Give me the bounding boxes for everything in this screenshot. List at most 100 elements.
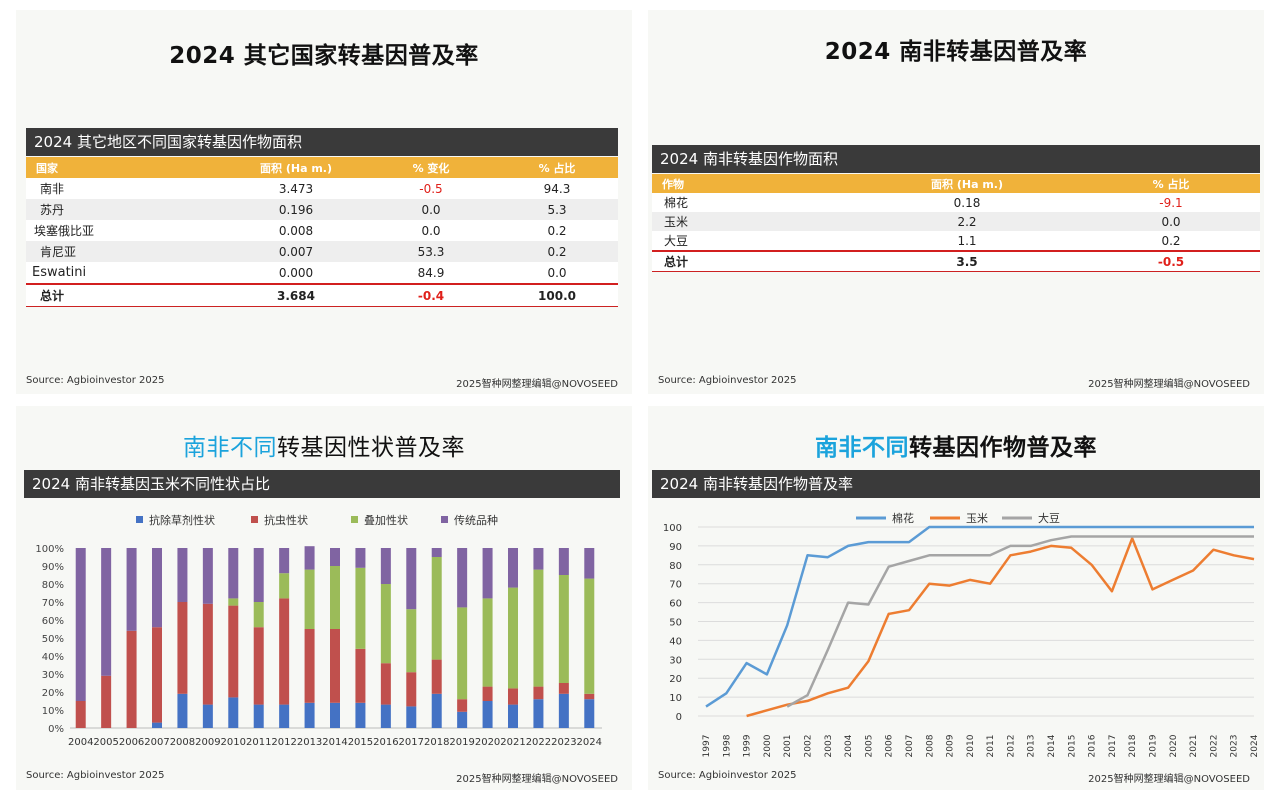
x-tick-label: 2023	[1230, 735, 1240, 758]
bar-segment	[508, 688, 518, 705]
bar-segment	[177, 693, 188, 728]
bar-segment	[431, 548, 442, 557]
total-area: 3.684	[226, 283, 366, 307]
area-value: 0.007	[226, 241, 366, 262]
share-value: 0.2	[496, 241, 618, 262]
panel3-title-highlight: 南非不同	[183, 435, 277, 461]
x-tick-label: 2020	[1169, 734, 1179, 757]
y-tick-label: 0	[676, 712, 682, 723]
x-tick-label: 2024	[1250, 734, 1260, 757]
bar-segment	[330, 548, 340, 566]
y-tick-label: 50	[669, 618, 682, 629]
crop-adoption-line-chart: 棉花 玉米 大豆 0 10 20 30 40 50 60 70 80 90 100 1997 1998 1999…	[663, 511, 1260, 758]
col-crop: 作物	[652, 174, 852, 193]
legend-swatch	[136, 516, 143, 523]
total-label: 总计	[26, 283, 226, 307]
countries-table: 国家 面积 (Ha m.) % 变化 % 占比 南非 3.473 -0.5 94…	[26, 157, 618, 307]
legend-label: 大豆	[1038, 511, 1060, 525]
y-tick-label: 80	[669, 561, 682, 572]
x-tick-label: 2008	[170, 737, 195, 748]
y-tick-label: 50%	[42, 634, 64, 645]
area-value: 0.196	[226, 199, 366, 220]
bar-segment	[355, 567, 366, 649]
y-tick-label: 40%	[42, 652, 64, 663]
y-tick-label: 20%	[42, 688, 64, 699]
x-tick-label: 2015	[348, 737, 373, 748]
x-tick-label: 2019	[1149, 734, 1159, 757]
bar-segment	[177, 548, 188, 602]
share-value: 0.2	[1082, 231, 1260, 251]
credit-note: 2025智种网整理编辑@NOVOSEED	[456, 774, 618, 785]
x-tick-label: 2022	[1209, 735, 1219, 758]
share-value: 94.3	[496, 178, 618, 199]
y-tick-label: 30	[669, 655, 682, 666]
x-tick-label: 2007	[144, 737, 169, 748]
bar-segment	[380, 548, 391, 584]
table-row: 玉米 2.2 0.0	[652, 212, 1260, 231]
bar-segment	[202, 548, 213, 604]
bar-segment	[330, 702, 340, 728]
bar-segment	[228, 697, 239, 728]
y-tick-label: 0%	[48, 724, 64, 735]
area-value: 3.473	[226, 178, 366, 199]
col-change: % 变化	[366, 157, 496, 178]
panel3-title-rest: 转基因性状普及率	[277, 435, 465, 461]
x-tick-label: 2005	[93, 737, 118, 748]
bar-segment	[558, 683, 569, 694]
y-tick-label: 100	[663, 523, 682, 534]
area-value: 0.000	[226, 262, 366, 284]
bar-segment	[126, 548, 137, 631]
total-share: -0.5	[1082, 250, 1260, 272]
source-note: Source: Agbioinvestor 2025	[26, 375, 165, 386]
x-tick-label: 2020	[475, 737, 500, 748]
share-value: 0.0	[496, 262, 618, 284]
share-value: -9.1	[1082, 193, 1260, 212]
bar-segment	[101, 675, 112, 728]
x-tick-label: 2012	[271, 737, 296, 748]
bar-segment	[457, 711, 468, 728]
bar-segment	[406, 609, 417, 673]
x-tick-label: 2012	[1006, 735, 1016, 758]
x-tick-label: 2010	[221, 737, 246, 748]
x-tick-label: 1997	[702, 735, 712, 758]
x-tick-label: 2001	[783, 735, 793, 758]
panel3-title: 南非不同转基因性状普及率	[16, 428, 632, 462]
area-value: 2.2	[852, 212, 1082, 231]
change-value: 53.3	[366, 241, 496, 262]
table-row: 肯尼亚 0.007 53.3 0.2	[26, 241, 618, 262]
y-tick-label: 70	[669, 580, 682, 591]
col-country: 国家	[26, 157, 226, 178]
x-tick-label: 2023	[551, 737, 576, 748]
bar-segment	[508, 587, 518, 689]
bar-segment	[533, 569, 544, 687]
y-tick-label: 80%	[42, 580, 64, 591]
country-name: 埃塞俄比亚	[26, 220, 226, 241]
x-tick-label: 2004	[68, 737, 93, 748]
bar-segment	[152, 627, 162, 723]
bar-segment	[355, 648, 366, 703]
bar-segment	[457, 607, 468, 700]
panel-south-africa: 2024 南非转基因普及率 2024 南非转基因作物面积 作物 面积 (Ha m…	[648, 10, 1264, 394]
bar-segment	[406, 548, 417, 610]
crop-name: 棉花	[652, 193, 852, 212]
total-share: 100.0	[496, 283, 618, 307]
x-tick-label: 2003	[824, 735, 834, 758]
credit-note: 2025智种网整理编辑@NOVOSEED	[1088, 379, 1250, 390]
series-line-cotton	[705, 525, 1254, 708]
series-line-soy	[786, 535, 1254, 708]
bar-segment	[355, 548, 366, 568]
bar-segment	[482, 701, 493, 728]
legend-swatch	[441, 516, 448, 523]
bar-segment	[558, 693, 569, 728]
x-tick-label: 2017	[399, 737, 424, 748]
y-tick-label: 70%	[42, 598, 64, 609]
x-tick-label: 1998	[722, 734, 732, 757]
bar-segment	[482, 686, 493, 701]
bar-segment	[558, 575, 569, 683]
bar-segment	[304, 569, 315, 629]
bar-segment	[457, 699, 468, 712]
crop-name: 大豆	[652, 231, 852, 251]
x-tick-label: 2021	[1189, 735, 1199, 758]
panel-crops-adoption: 南非不同转基因作物普及率 2024 南非转基因作物普及率 棉花 玉米 大豆 0 10 20…	[648, 406, 1264, 790]
y-tick-label: 60%	[42, 616, 64, 627]
